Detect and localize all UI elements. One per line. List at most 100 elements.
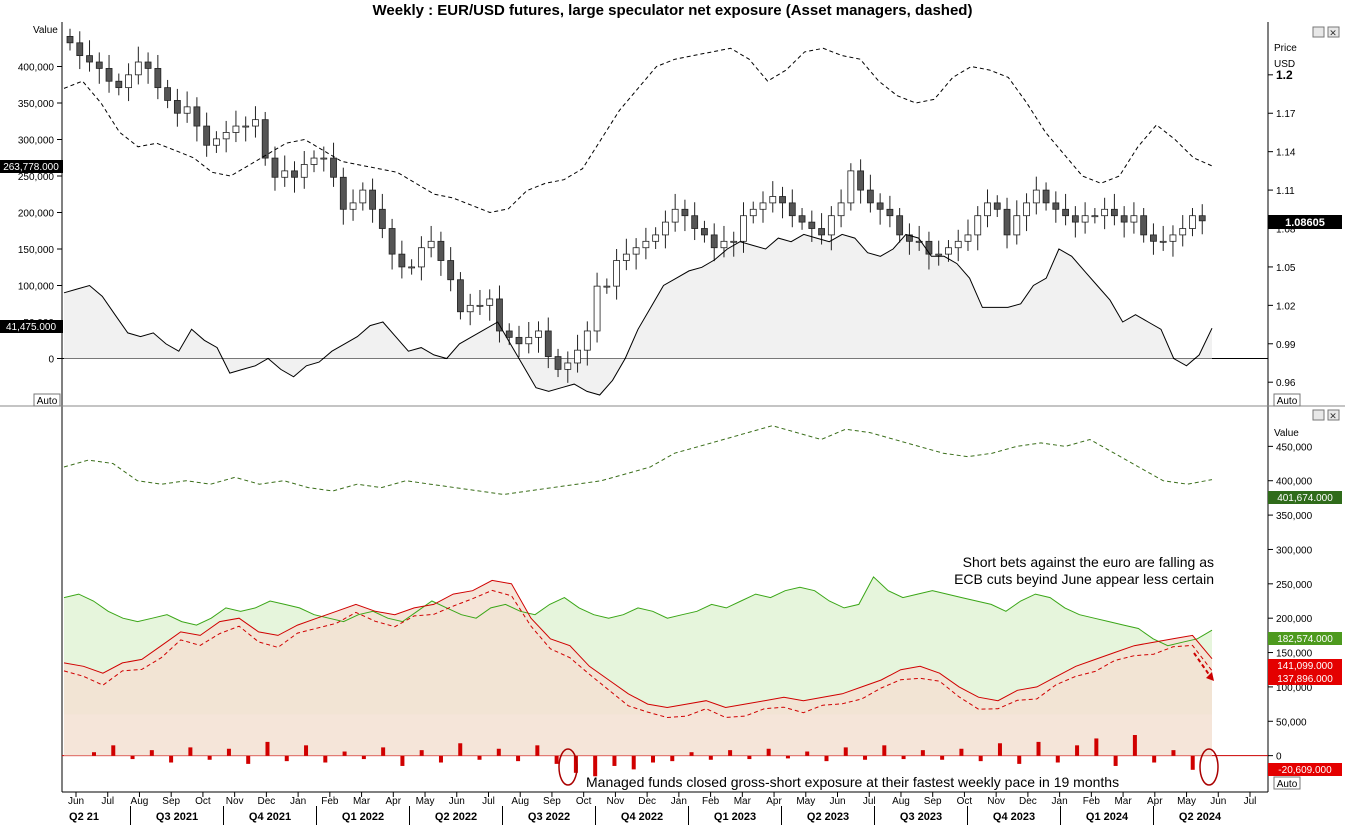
candle-body [1062, 208, 1069, 217]
candle [622, 238, 630, 271]
candle [564, 351, 572, 383]
candle [1003, 197, 1011, 249]
candle [242, 116, 250, 142]
candle-body [66, 36, 74, 44]
x-quarter-label: Q4 2022 [621, 811, 663, 823]
auto-button-right[interactable]: Auto [1273, 393, 1301, 407]
auto-button-left[interactable]: Auto [33, 393, 61, 407]
x-quarter-label: Q2 2024 [1179, 811, 1222, 823]
candle-body [271, 157, 279, 178]
candle-body [1130, 215, 1138, 223]
candle-body [788, 202, 796, 217]
candle [779, 186, 786, 219]
candle-body [593, 285, 601, 332]
x-month-label: Oct [957, 796, 973, 807]
candle [740, 202, 747, 253]
candle-body [1003, 208, 1011, 236]
candle [671, 193, 679, 232]
lower-tick-label: 0 [1276, 752, 1282, 763]
x-month-label: Jun [68, 796, 84, 807]
candle-body [320, 157, 328, 160]
candle-body [427, 240, 435, 249]
candle [427, 225, 435, 258]
left-tick-label: 100,000 [18, 282, 55, 293]
change-bar [824, 755, 829, 762]
svg-text:-20,609.000: -20,609.000 [1278, 765, 1332, 776]
candle [632, 238, 640, 270]
candle-body [154, 68, 162, 89]
change-bar [438, 755, 443, 763]
candle-body [954, 240, 962, 249]
candle-body [642, 240, 650, 249]
x-month-label: Nov [226, 796, 244, 807]
change-bar [901, 755, 906, 760]
candle [769, 181, 777, 213]
candle-body [866, 189, 874, 204]
change-bar [920, 750, 925, 756]
change-bar [477, 755, 482, 760]
candle-body [896, 215, 904, 236]
right-tick-label: 1.2 [1276, 68, 1293, 82]
candle-body [505, 330, 513, 338]
lower-tick-label: 400,000 [1276, 477, 1313, 488]
change-bar [458, 743, 463, 756]
right-tick-label: 0.96 [1276, 378, 1296, 389]
candle [544, 317, 552, 369]
badge-longs-dashed: 401,674.000 [1268, 491, 1342, 504]
candle-body [984, 202, 991, 217]
candle [339, 167, 347, 225]
bottom-panel-controls[interactable]: ✕ [1312, 409, 1340, 421]
candle-body [681, 208, 689, 217]
x-month-label: Jan [671, 796, 687, 807]
candle-body [993, 202, 1001, 210]
candle [1062, 193, 1069, 226]
candle [662, 210, 669, 249]
x-month-label: Sep [162, 796, 180, 807]
candle [964, 219, 972, 251]
top-panel-controls[interactable]: ✕ [1312, 26, 1340, 38]
candle [291, 161, 298, 193]
x-quarter-label: Q3 2022 [528, 811, 570, 823]
shorts-area [64, 580, 1212, 756]
x-month-label: Aug [892, 796, 910, 807]
candle [535, 321, 542, 353]
candle [330, 142, 337, 187]
change-bar [419, 750, 424, 756]
candle [1042, 182, 1050, 211]
candle [1179, 215, 1187, 247]
x-month-label: Jul [1244, 796, 1257, 807]
x-month-label: May [796, 796, 815, 807]
candle [827, 206, 835, 251]
candle-body [125, 74, 132, 89]
change-bar [1017, 755, 1022, 764]
candle [652, 227, 660, 249]
candle [1169, 225, 1177, 257]
x-month-label: Jan [1052, 796, 1068, 807]
change-bar [728, 750, 733, 756]
candle-body [564, 362, 572, 370]
net-exposure-line [63, 233, 1213, 396]
candle [515, 325, 523, 358]
change-bar [882, 745, 887, 756]
candle-body [876, 202, 884, 210]
candle [642, 227, 650, 260]
candle-body [837, 202, 845, 217]
right-tick-label: 0.99 [1276, 340, 1296, 351]
badge-change: -20,609.000 [1268, 763, 1342, 776]
badge-price-last: 1.08605 [1268, 215, 1342, 229]
candle-body [730, 240, 738, 243]
x-month-label: Nov [607, 796, 625, 807]
auto-button-lower[interactable]: Auto [1273, 776, 1301, 790]
left-tick-label: 200,000 [18, 209, 55, 220]
candle-body [476, 304, 484, 307]
change-bar [188, 747, 193, 756]
candle [574, 334, 581, 373]
candle [847, 163, 855, 211]
candle [603, 278, 611, 294]
lower-tick-label: 100,000 [1276, 683, 1313, 694]
right-axis-title-usd: USD [1274, 59, 1295, 70]
candle [759, 191, 767, 223]
candle [788, 189, 796, 228]
svg-text:137,896.000: 137,896.000 [1277, 674, 1333, 685]
badge-net-value: 41,475.000 [0, 320, 63, 333]
